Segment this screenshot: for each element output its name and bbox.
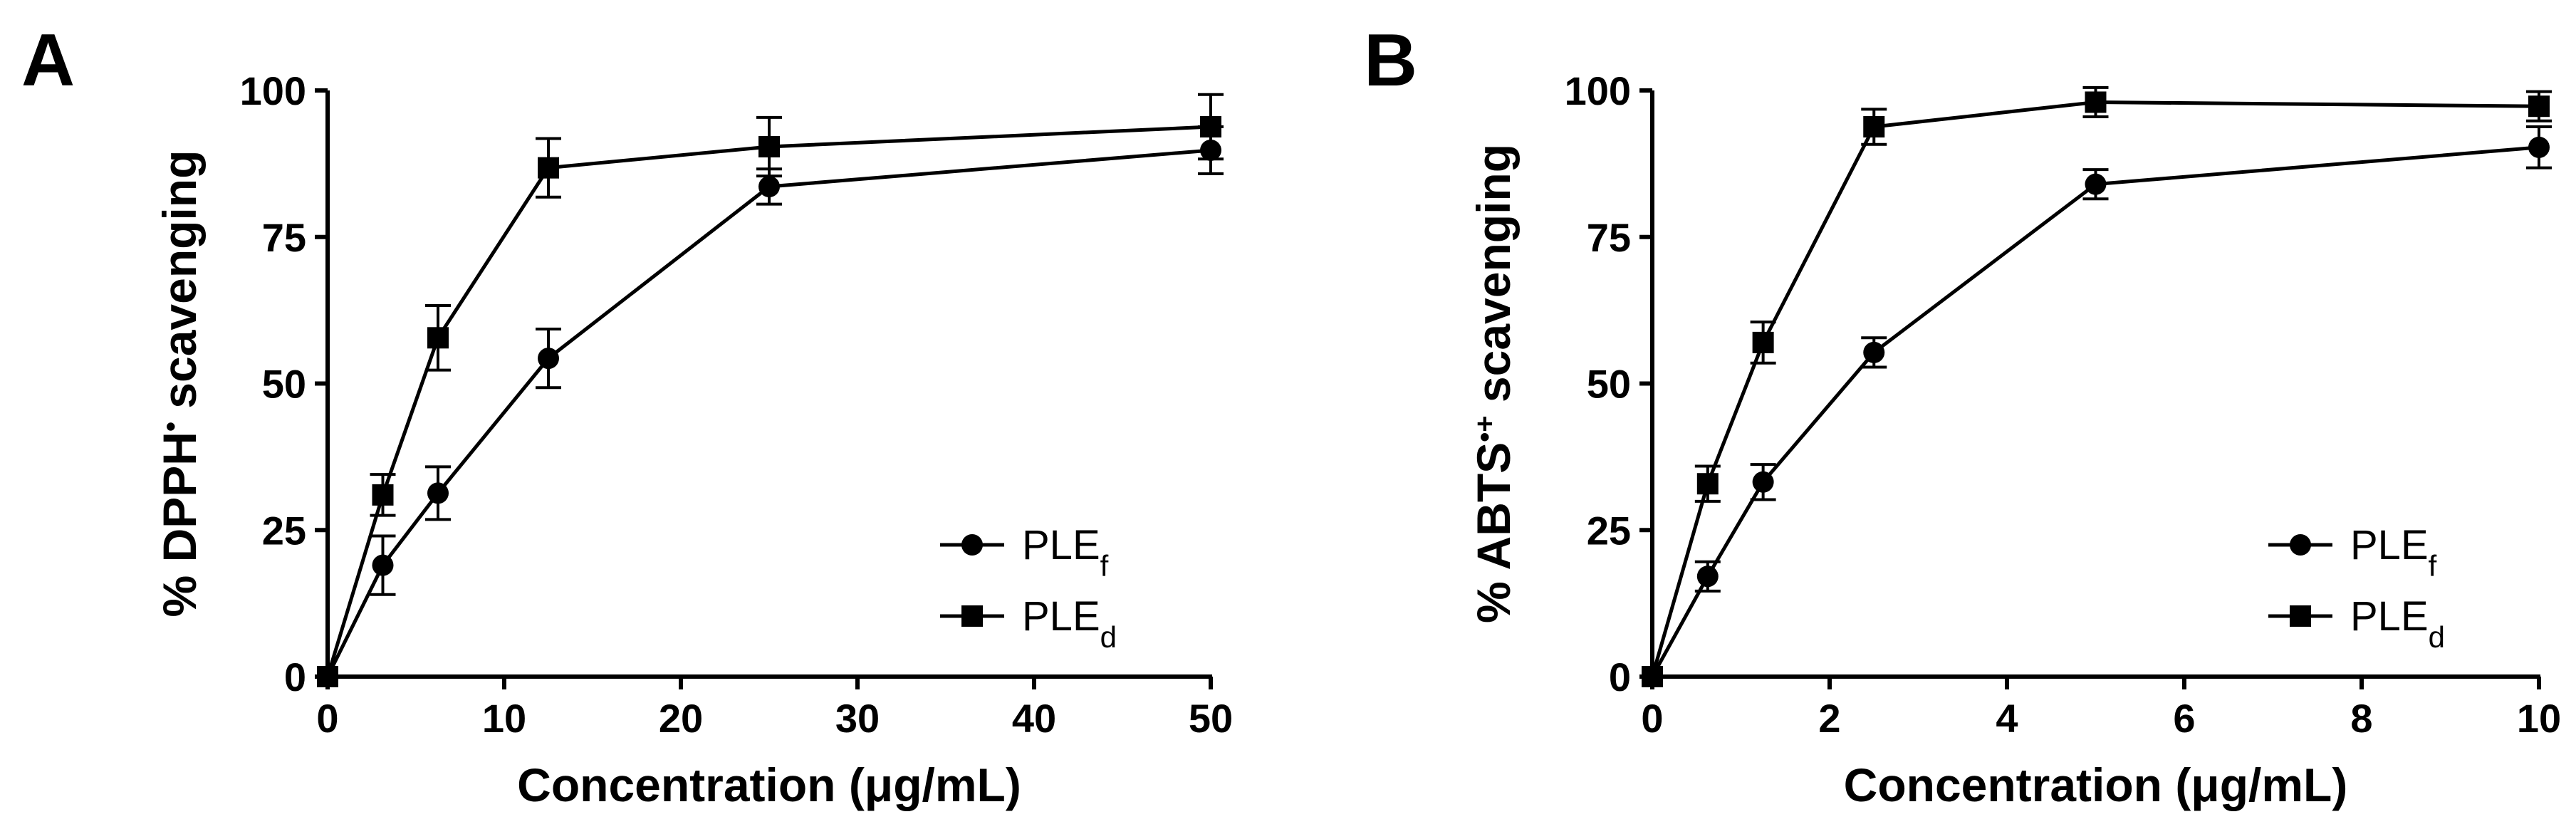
x-tick-label: 2: [1818, 696, 1840, 741]
data-point-square: [2528, 95, 2550, 118]
data-point-square: [1863, 116, 1885, 138]
x-axis-title: Concentration (μg/mL): [1844, 759, 2348, 811]
legend-marker-square: [961, 605, 983, 627]
x-tick-label: 4: [1996, 696, 2018, 741]
legend-label: PLEd: [2350, 593, 2445, 654]
y-axis-title-superscript: •: [155, 422, 187, 432]
x-tick-label: 20: [659, 696, 703, 741]
data-point-circle: [758, 175, 780, 197]
data-point-square: [372, 484, 394, 506]
series-line: [1650, 145, 2540, 678]
y-axis-title-tail: scavenging: [153, 150, 206, 422]
data-point-square: [1642, 666, 1663, 687]
y-tick-label: 0: [1609, 655, 1631, 699]
x-tick-label: 30: [835, 696, 880, 741]
data-point-square: [758, 136, 780, 158]
series-line: [325, 148, 1211, 678]
data-point-circle: [1696, 566, 1719, 588]
y-axis-title-main: % ABTS: [1467, 442, 1520, 623]
legend-label-subscript: d: [2429, 620, 2445, 654]
series-PLEd: [1642, 85, 2552, 687]
y-tick-label: 0: [284, 655, 306, 699]
legend-item-PLEf: PLEf: [2268, 522, 2437, 583]
data-point-square: [1200, 116, 1221, 138]
y-tick-label: 100: [240, 68, 306, 113]
data-point-circle: [1863, 341, 1885, 363]
y-tick-label: 75: [1587, 215, 1631, 260]
data-point-square: [317, 666, 338, 687]
panel-letter: A: [21, 19, 75, 102]
legend-marker-circle: [2290, 534, 2311, 556]
series-PLEf: [317, 125, 1224, 687]
y-axis-title: % ABTS•+ scavenging: [1467, 144, 1520, 623]
data-point-circle: [538, 348, 559, 370]
legend-label: PLEf: [2350, 522, 2437, 583]
data-point-square: [538, 157, 559, 179]
x-tick-label: 0: [1641, 696, 1663, 741]
panel-b: B 0 25 50 75 100 0 2 4 6 8 10 Concentration (μg/mL)%…: [1364, 19, 2561, 811]
y-tick-label: 25: [1587, 508, 1631, 553]
data-point-square: [427, 327, 449, 349]
x-axis-title: Concentration (μg/mL): [517, 759, 1021, 811]
legend-item-PLEd: PLEd: [940, 593, 1117, 654]
x-tick-label: 6: [2173, 696, 2195, 741]
legend-item-PLEd: PLEd: [2268, 593, 2445, 654]
data-point-square: [1696, 473, 1719, 495]
y-tick-label: 100: [1565, 68, 1631, 113]
legend-marker-square: [2290, 605, 2311, 627]
data-point-circle: [372, 554, 394, 576]
legend-label-base: PLE: [1022, 593, 1100, 640]
legend-marker-circle: [961, 534, 983, 556]
y-tick-label: 25: [262, 508, 306, 553]
data-point-circle: [1752, 471, 1774, 493]
y-tick-label: 50: [1587, 362, 1631, 407]
legend-item-PLEf: PLEf: [940, 522, 1109, 583]
y-tick-label: 75: [262, 215, 306, 260]
legend-label-base: PLE: [1022, 522, 1100, 568]
legend-label: PLEd: [1022, 593, 1117, 654]
y-axis-title-superscript: •+: [1469, 415, 1501, 442]
legend-label-base: PLE: [2350, 522, 2429, 568]
data-point-square: [1752, 331, 1774, 353]
data-point-square: [2085, 91, 2107, 113]
y-axis-title: % DPPH• scavenging: [153, 150, 206, 617]
series-line: [325, 125, 1211, 677]
panel-letter: B: [1364, 19, 1417, 102]
legend-label-base: PLE: [2350, 593, 2429, 640]
data-point-circle: [427, 482, 449, 504]
data-point-circle: [2085, 173, 2107, 195]
data-point-circle: [2528, 136, 2550, 158]
x-tick-label: 40: [1012, 696, 1056, 741]
panel-a: A 0 25 50 75 100 0 10 20 30 40 50 Concentration (μg/…: [21, 19, 1233, 811]
series-PLEf: [1642, 125, 2552, 687]
legend-label-subscript: f: [1100, 549, 1109, 583]
legend-label-subscript: d: [1100, 620, 1117, 654]
y-tick-label: 50: [262, 362, 306, 407]
x-tick-label: 0: [316, 696, 338, 741]
legend-label: PLEf: [1022, 522, 1109, 583]
x-tick-label: 8: [2350, 696, 2372, 741]
series-line: [1650, 100, 2540, 677]
y-axis-title-main: % DPPH: [153, 432, 206, 617]
series-PLEd: [317, 93, 1224, 687]
y-axis-title-tail: scavenging: [1467, 144, 1520, 415]
legend-label-subscript: f: [2429, 549, 2437, 583]
x-tick-label: 10: [2517, 696, 2561, 741]
x-tick-label: 10: [482, 696, 526, 741]
x-tick-label: 50: [1189, 696, 1233, 741]
